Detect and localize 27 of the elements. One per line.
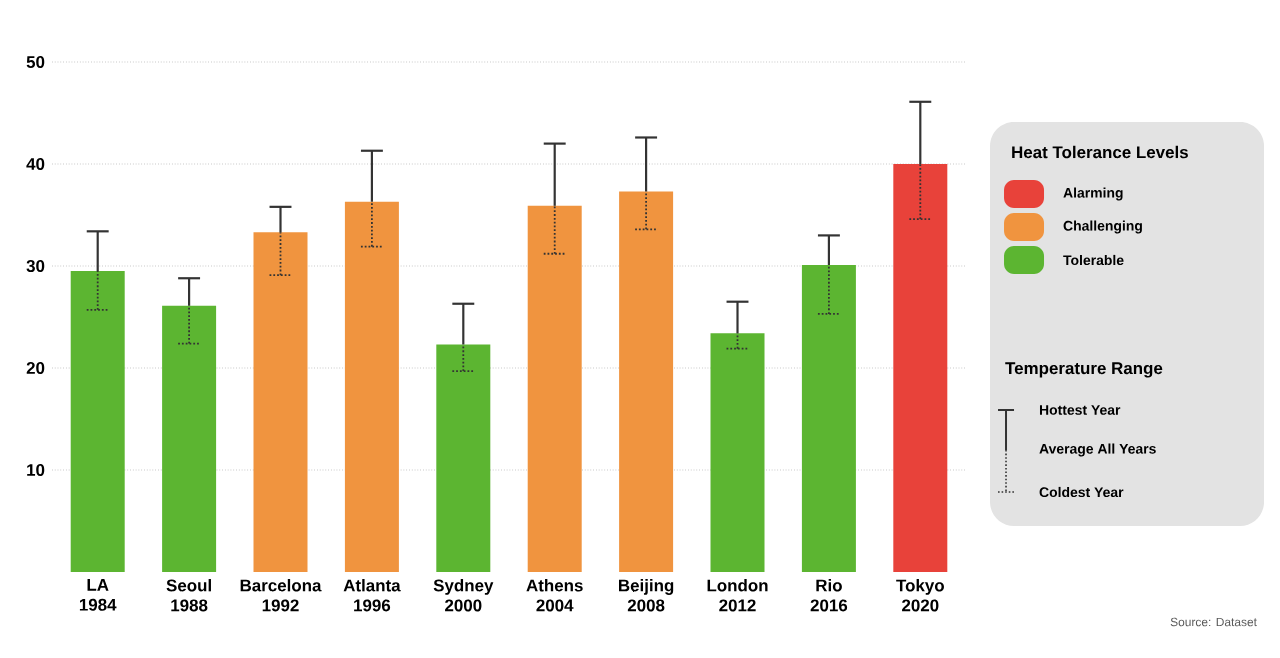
text: Temperature Range (1005, 362, 1163, 378)
bar (710, 333, 765, 572)
x-tick-label: London 2012 (707, 579, 768, 612)
x-tick-label: Tokyo 2020 (896, 579, 944, 612)
bar (162, 305, 217, 572)
y-tick-label: 10 (27, 464, 45, 476)
x-tick-label: Seoul 1988 (166, 579, 211, 612)
x-tick-label: Atlanta 1996 (343, 579, 401, 612)
bar (70, 271, 125, 572)
bar (253, 232, 308, 572)
bar (801, 264, 856, 572)
legend-title: Heat Tolerance Levels (1012, 145, 1188, 159)
bar (344, 201, 399, 572)
x-tick-label: Sydney 2000 (433, 579, 494, 612)
bar (619, 191, 674, 572)
y-tick-label: 30 (26, 260, 45, 273)
y-tick-label: 20 (26, 362, 45, 374)
y-tick-label: 50 (26, 56, 45, 68)
bar (893, 164, 948, 572)
bar (527, 205, 582, 572)
x-tick-label: LA 1984 (79, 579, 117, 611)
x-tick-label: Rio 2016 (810, 579, 848, 612)
y-tick-label: 40 (26, 158, 45, 170)
x-tick-label: Athens 2004 (526, 579, 583, 612)
x-tick-label: Barcelona 1992 (240, 579, 322, 612)
bar (436, 344, 491, 572)
x-tick-label: Beijing 2008 (619, 579, 674, 612)
